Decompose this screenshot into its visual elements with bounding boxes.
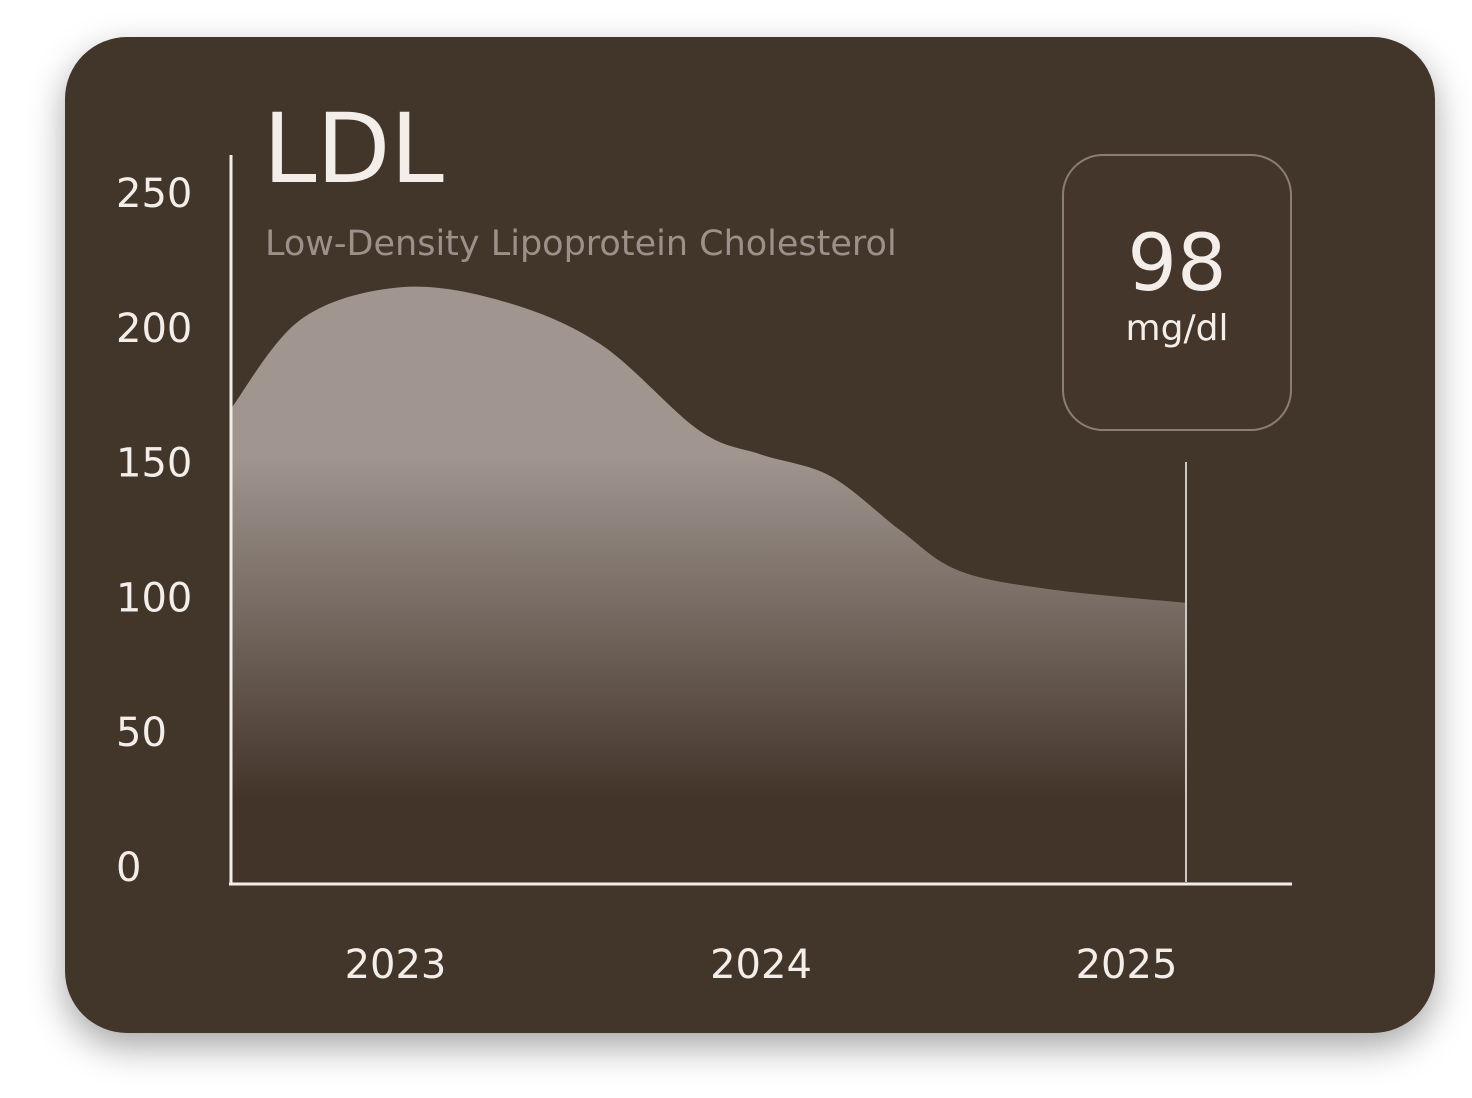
plot-area	[231, 286, 1185, 885]
chart-subtitle: Low-Density Lipoprotein Cholesterol	[265, 224, 897, 264]
area	[231, 286, 1185, 885]
y-tick-label: 200	[116, 306, 192, 352]
y-tick-label: 50	[116, 710, 167, 756]
current-value: 98	[1127, 219, 1226, 309]
y-tick-label: 250	[116, 171, 192, 217]
chart-title: LDL	[263, 93, 444, 205]
x-tick-label: 2025	[1076, 942, 1178, 988]
x-tick-label: 2023	[345, 942, 447, 988]
current-unit: mg/dl	[1126, 308, 1229, 349]
y-tick-label: 0	[116, 845, 141, 891]
x-tick-label: 2024	[710, 942, 812, 988]
y-tick-label: 150	[116, 441, 192, 487]
y-tick-label: 100	[116, 575, 192, 621]
current-value-badge	[1062, 154, 1292, 431]
